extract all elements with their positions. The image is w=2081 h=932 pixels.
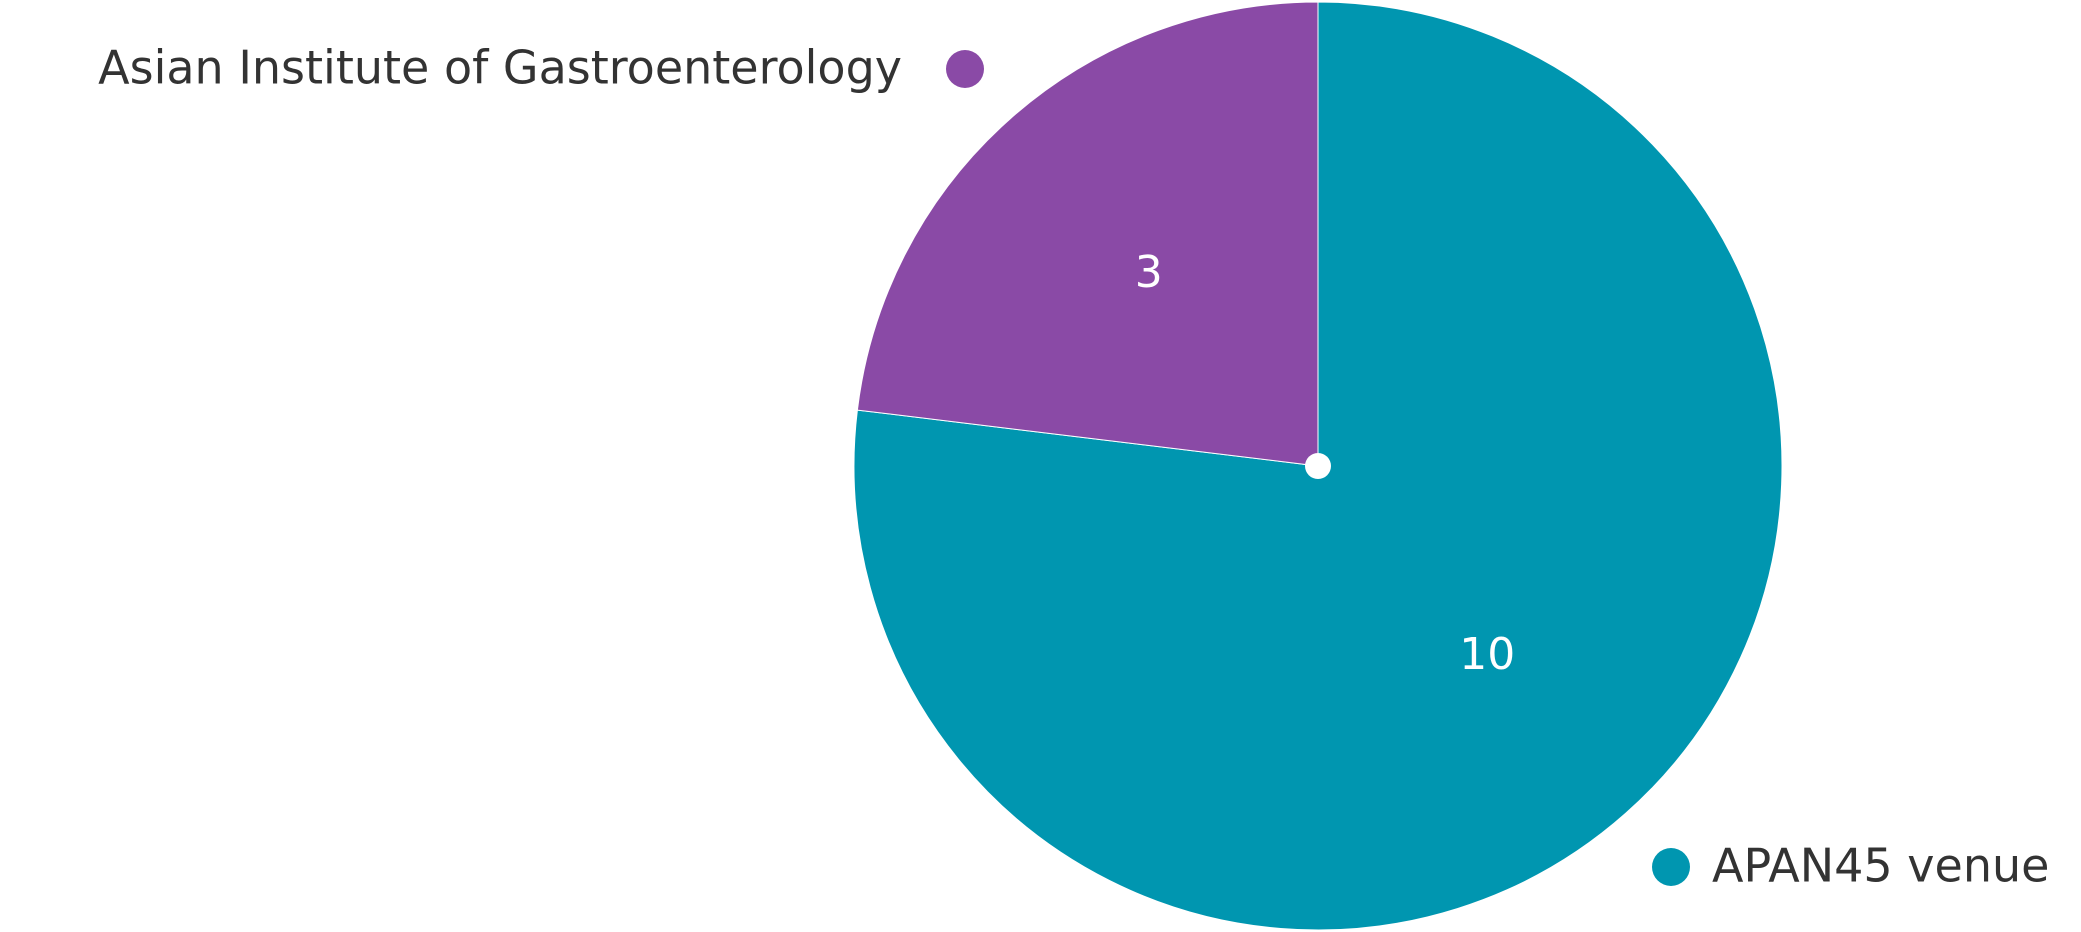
data-label: 10: [1459, 629, 1515, 680]
legend-label: APAN45 venue: [1712, 839, 2049, 893]
pie-slice: [856, 1, 1319, 467]
legend-marker: [1652, 848, 1690, 886]
legend-label: Asian Institute of Gastroenterology: [98, 41, 902, 95]
center-dot: [1305, 453, 1331, 479]
data-label: 3: [1135, 247, 1163, 298]
pie-slice: [853, 1, 1783, 931]
legend-marker: [946, 50, 984, 88]
